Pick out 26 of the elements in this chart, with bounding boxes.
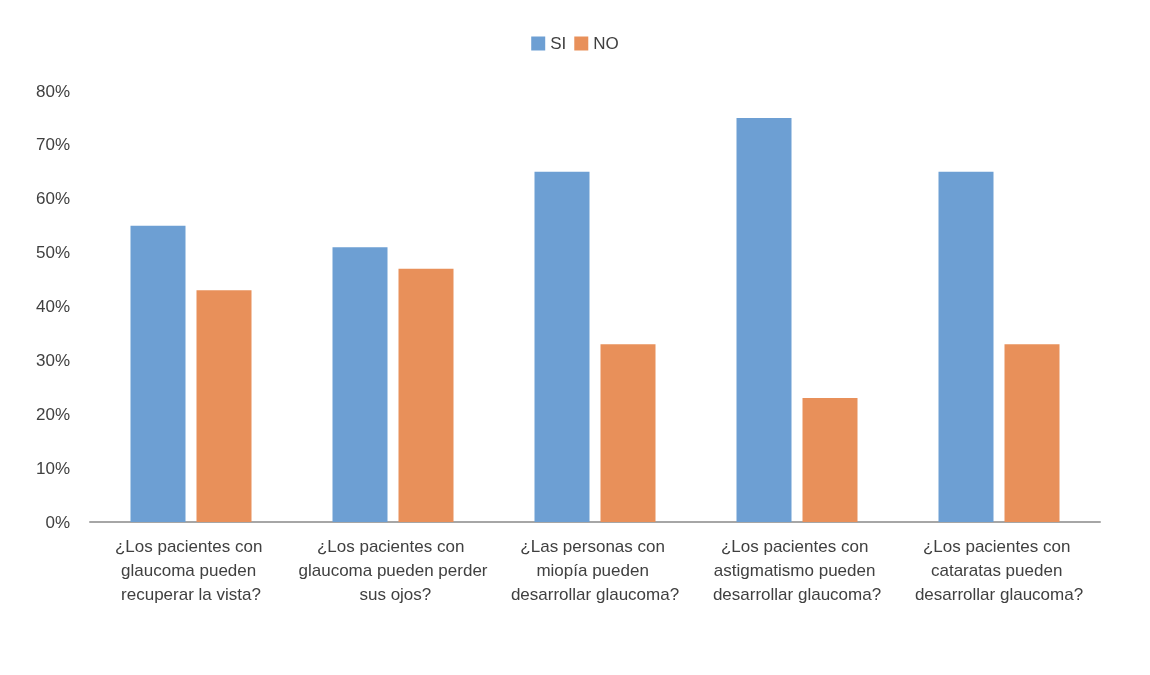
bar	[130, 225, 186, 522]
y-tick-label: 70%	[35, 135, 70, 155]
y-tick-label: 10%	[35, 458, 70, 478]
bar	[534, 171, 590, 522]
y-tick-label: 80%	[35, 81, 70, 101]
y-tick-label: 0%	[45, 512, 70, 532]
y-tick-label: 60%	[35, 189, 70, 209]
legend-label: SI	[550, 34, 567, 53]
y-tick-label: 40%	[35, 297, 70, 316]
y-tick-label: 30%	[35, 350, 70, 370]
bar	[736, 117, 792, 522]
legend-label: NO	[593, 34, 619, 53]
bar	[938, 171, 994, 522]
x-tick-label: ¿Las personas con miopía pueden desarrollar glaucoma?	[510, 536, 680, 604]
x-tick-label: ¿Los pacientes con glaucoma pueden perder sus ojos?	[298, 536, 488, 604]
bar	[196, 290, 252, 522]
bar	[802, 398, 858, 522]
x-tick-label: ¿Los pacientes con astigmatismo pueden desarrollar glaucoma?	[712, 536, 882, 604]
bar	[1004, 344, 1060, 522]
bar	[332, 247, 388, 522]
y-tick-label: 20%	[35, 404, 70, 424]
x-tick-label: ¿Los pacientes con glaucoma pueden recuperar la vista?	[114, 536, 268, 604]
bar	[600, 344, 656, 522]
y-tick-label: 50%	[35, 243, 70, 263]
x-tick-label: ¿Los pacientes con cataratas pueden desarrollar glaucoma?	[914, 536, 1084, 604]
bar	[398, 268, 454, 522]
